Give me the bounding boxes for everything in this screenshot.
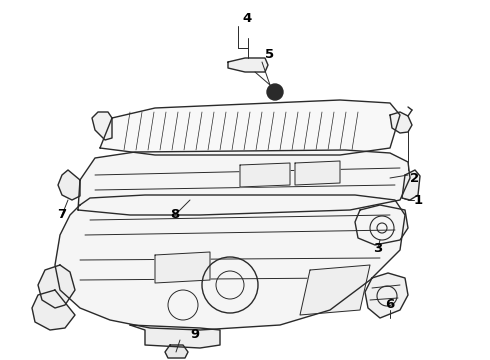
Polygon shape <box>402 170 420 200</box>
Polygon shape <box>78 150 410 215</box>
Polygon shape <box>355 205 408 245</box>
Polygon shape <box>300 265 370 315</box>
Text: 8: 8 <box>171 208 180 221</box>
Text: 4: 4 <box>243 12 252 24</box>
Polygon shape <box>55 195 405 330</box>
Circle shape <box>267 84 283 100</box>
Polygon shape <box>130 325 220 348</box>
Polygon shape <box>100 100 400 155</box>
Text: 2: 2 <box>411 171 419 184</box>
Polygon shape <box>390 112 412 133</box>
Polygon shape <box>155 252 210 283</box>
Polygon shape <box>92 112 112 140</box>
Polygon shape <box>58 170 80 200</box>
Polygon shape <box>165 345 188 358</box>
Polygon shape <box>240 163 290 187</box>
Polygon shape <box>228 58 268 72</box>
Polygon shape <box>32 290 75 330</box>
Text: 9: 9 <box>191 328 199 342</box>
Text: 1: 1 <box>414 194 422 207</box>
Text: 3: 3 <box>373 242 383 255</box>
Circle shape <box>271 88 279 96</box>
Polygon shape <box>295 161 340 185</box>
Text: 5: 5 <box>266 49 274 62</box>
Text: 6: 6 <box>385 298 394 311</box>
Polygon shape <box>365 273 408 318</box>
Polygon shape <box>38 265 75 308</box>
Text: 7: 7 <box>57 208 67 221</box>
